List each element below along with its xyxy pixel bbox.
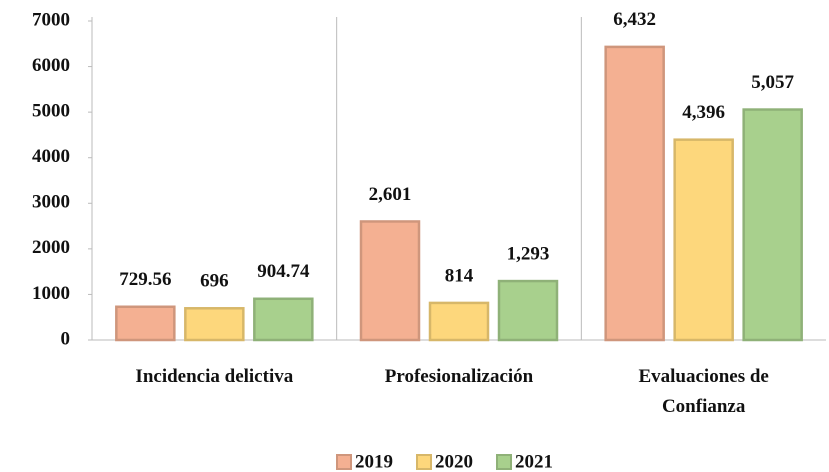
legend-swatch <box>336 454 352 470</box>
y-tick-label: 5000 <box>32 101 70 122</box>
x-tick-label: Evaluaciones de Confianza <box>638 366 769 417</box>
y-tick-label: 6000 <box>32 55 70 76</box>
bar <box>253 297 314 342</box>
data-label: 696 <box>200 271 229 292</box>
data-label: 2,601 <box>369 184 412 205</box>
data-label: 904.74 <box>257 261 310 282</box>
legend-swatch <box>496 454 512 470</box>
data-label: 729.56 <box>119 269 171 290</box>
y-tick-label: 3000 <box>32 192 70 213</box>
bar <box>604 45 665 342</box>
data-label: 1,293 <box>507 243 550 264</box>
data-label: 5,057 <box>751 72 794 93</box>
legend-label: 2021 <box>515 451 553 472</box>
bar <box>497 279 559 342</box>
y-tick-label: 0 <box>61 328 71 349</box>
y-tick-label: 7000 <box>32 9 70 30</box>
legend-label: 2020 <box>435 451 473 472</box>
x-tick-label: Profesionalización <box>384 366 534 387</box>
data-label: 814 <box>445 265 474 286</box>
y-tick-label: 2000 <box>32 237 70 258</box>
bar <box>742 108 803 342</box>
bar <box>428 301 490 342</box>
bar <box>184 307 245 342</box>
data-label: 6,432 <box>613 9 656 30</box>
data-label: 4,396 <box>682 102 725 123</box>
y-tick-label: 4000 <box>32 146 70 167</box>
bar <box>673 138 734 342</box>
bar <box>115 305 176 342</box>
x-tick-label: Incidencia delictiva <box>135 366 294 387</box>
legend-label: 2019 <box>355 451 393 472</box>
bar <box>359 220 421 342</box>
legend-swatch <box>416 454 432 470</box>
y-tick-label: 1000 <box>32 283 70 304</box>
